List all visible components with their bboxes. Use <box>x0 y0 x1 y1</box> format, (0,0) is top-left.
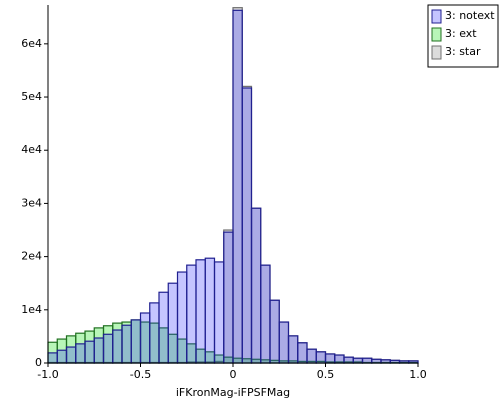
histogram-bar <box>65 346 77 364</box>
legend-swatch <box>431 9 442 24</box>
histogram-bar <box>232 9 243 364</box>
histogram-bar <box>121 324 132 364</box>
histogram-bar <box>167 282 179 364</box>
histogram-bar <box>260 264 271 364</box>
x-tick-label: -0.5 <box>130 368 151 381</box>
histogram-bar <box>149 302 160 364</box>
histogram-bar <box>287 335 299 364</box>
y-tick-label: 3e4 <box>21 196 42 209</box>
histogram-bar <box>371 358 382 364</box>
histogram-bar <box>361 357 373 364</box>
histogram-bar <box>278 321 290 364</box>
histogram-bar <box>223 231 234 364</box>
histogram-bar <box>176 271 188 364</box>
histogram-bar <box>84 340 95 364</box>
histogram-bar <box>213 261 225 364</box>
histogram-bar <box>139 312 151 364</box>
histogram-bar <box>93 337 105 364</box>
histogram-bar <box>343 356 354 364</box>
x-tick-label: 1.0 <box>409 368 427 381</box>
histogram-bar <box>102 333 114 364</box>
histogram-bar <box>158 291 169 364</box>
legend-box <box>427 4 499 68</box>
x-axis-label: iFKronMag-iFPSFMag <box>176 386 290 399</box>
histogram-bar <box>250 207 262 364</box>
histogram-bar <box>56 349 68 364</box>
histogram-bar <box>324 353 336 364</box>
legend-label: 3: ext <box>445 27 477 40</box>
histogram-bar <box>297 342 308 364</box>
legend: 3: notext 3: ext 3: star <box>427 4 499 68</box>
legend-label: 3: star <box>445 45 481 58</box>
histogram-bar <box>306 348 317 364</box>
histogram-bar <box>47 352 58 364</box>
histogram-bar <box>186 264 197 364</box>
legend-swatch <box>431 45 442 60</box>
legend-swatch <box>431 27 442 42</box>
y-tick-label: 5e4 <box>21 90 42 103</box>
x-tick-label: -1.0 <box>37 368 58 381</box>
y-tick-label: 6e4 <box>21 37 42 50</box>
histogram-bar <box>195 259 206 364</box>
histogram-bar <box>241 87 253 364</box>
y-tick-label: 4e4 <box>21 143 42 156</box>
histogram-bar <box>75 343 86 364</box>
y-tick-label: 1e4 <box>21 303 42 316</box>
histogram-bar <box>112 329 123 364</box>
histogram-bar <box>352 357 364 364</box>
y-tick-label: 0 <box>35 356 42 369</box>
legend-label: 3: notext <box>445 9 495 22</box>
histogram-bar <box>204 257 216 364</box>
x-tick-label: 0.5 <box>317 368 335 381</box>
histogram-bar <box>269 299 280 364</box>
x-tick-label: 0 <box>230 368 237 381</box>
histogram-bar <box>315 351 327 364</box>
histogram-bar <box>334 354 345 364</box>
y-tick-label: 2e4 <box>21 250 42 263</box>
histogram-bar <box>130 319 142 364</box>
